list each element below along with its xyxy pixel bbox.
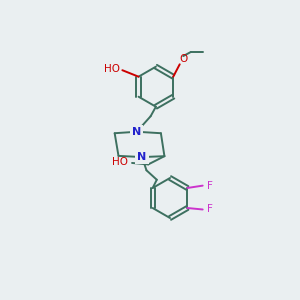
Text: N: N: [132, 127, 141, 137]
Text: N: N: [137, 152, 147, 162]
Text: F: F: [206, 181, 212, 190]
Text: F: F: [206, 205, 212, 214]
Text: HO: HO: [112, 158, 127, 167]
Text: O: O: [179, 54, 188, 64]
Text: HO: HO: [104, 64, 120, 74]
